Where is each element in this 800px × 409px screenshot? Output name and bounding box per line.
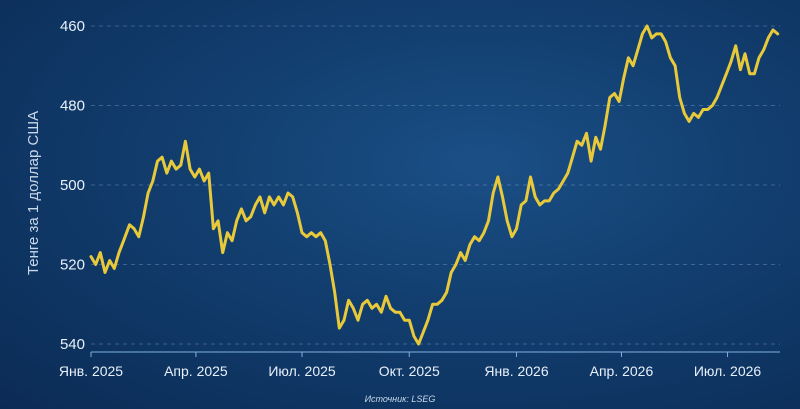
source-note: Источник: LSEG: [365, 394, 436, 404]
series-line-kzt-usd: [89, 24, 780, 346]
y-tick-label: 520: [60, 257, 85, 274]
y-tick-label: 540: [60, 336, 85, 353]
x-tick-labels: Янв. 2025 Апр. 2025 Июл. 2025 Окт. 2025 Янв.…: [59, 352, 762, 379]
x-tick-label: Июл. 2025: [268, 363, 336, 379]
x-tick-label: Апр. 2025: [164, 363, 228, 379]
y-tick-label: 460: [60, 18, 85, 35]
x-tick-label: Окт. 2025: [379, 363, 440, 379]
x-tick-label: Янв. 2026: [484, 363, 548, 379]
x-tick-label: Июл. 2026: [694, 363, 762, 379]
x-tick-label: Янв. 2025: [59, 363, 123, 379]
y-tick-labels: 460 480 500 520 540: [60, 18, 85, 353]
y-tick-label: 500: [60, 177, 85, 194]
y-axis-label: Тенге за 1 доллар США: [25, 111, 42, 275]
y-tick-label: 480: [60, 97, 85, 114]
grid-lines: [91, 25, 780, 345]
x-tick-label: Апр. 2026: [590, 363, 654, 379]
